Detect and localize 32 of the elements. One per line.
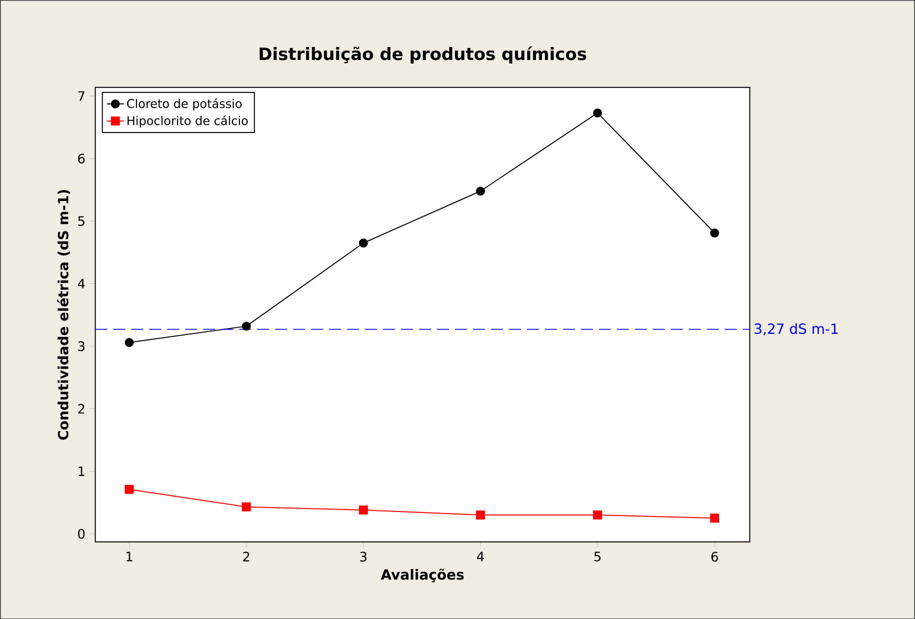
y-tick-label: 2 — [78, 404, 84, 414]
point — [593, 510, 602, 520]
y-tick-label: 6 — [78, 154, 85, 164]
y-tick-label: 4 — [78, 278, 85, 288]
point — [358, 505, 368, 514]
chart-title: Distribuição de produtos químicos — [260, 46, 586, 64]
point — [710, 228, 720, 238]
y-axis-title: Condutividade elétrica (dS m-1) — [57, 190, 70, 440]
x-axis-title: Avaliações — [380, 568, 464, 582]
x-tick-label: 1 — [126, 552, 132, 562]
point — [124, 484, 134, 494]
y-tick-label: 5 — [78, 216, 84, 226]
y-tick-label: 7 — [78, 91, 84, 101]
y-tick-label: 0 — [78, 528, 85, 539]
x-tick-label: 6 — [711, 552, 718, 562]
legend-label: Cloreto de potássio — [127, 98, 242, 110]
point — [476, 510, 485, 520]
legend-label: Hipoclorito de cálcio — [128, 115, 248, 128]
point — [710, 514, 720, 523]
y-tick-label: 3 — [78, 341, 84, 351]
point — [593, 108, 602, 118]
point — [242, 502, 251, 512]
ref-line-label: 3,27 dS m-1 — [754, 323, 838, 336]
x-tick-label: 3 — [360, 552, 367, 562]
y-tick-label: 1 — [78, 466, 84, 476]
x-tick-label: 4 — [476, 552, 484, 562]
point — [358, 238, 368, 248]
point — [124, 338, 134, 347]
x-tick-label: 5 — [594, 552, 601, 562]
x-tick-label: 2 — [243, 552, 250, 562]
point — [476, 186, 485, 196]
point — [242, 322, 251, 331]
